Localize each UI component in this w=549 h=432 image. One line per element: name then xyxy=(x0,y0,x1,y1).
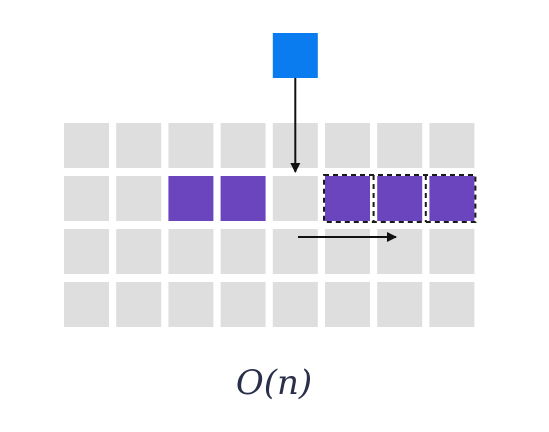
grid-cell xyxy=(116,282,162,327)
filled-cell xyxy=(168,176,214,221)
grid-cell xyxy=(272,282,318,327)
shifted-cell xyxy=(377,176,423,221)
grid-cell xyxy=(429,229,475,274)
grid-cell xyxy=(116,176,162,221)
grid-cell xyxy=(64,229,109,274)
grid-cell xyxy=(429,123,475,168)
grid-cell xyxy=(220,229,266,274)
array-grid xyxy=(64,123,477,327)
grid-cell xyxy=(64,123,109,168)
filled-cell xyxy=(220,176,266,221)
grid-cell xyxy=(116,123,162,168)
shifted-block-outline xyxy=(323,174,477,223)
grid-cell xyxy=(116,229,162,274)
grid-cell xyxy=(377,282,423,327)
grid-cell xyxy=(377,229,423,274)
grid-cell xyxy=(168,229,214,274)
shifted-cell xyxy=(429,176,475,221)
grid-cell xyxy=(220,123,266,168)
grid-cell xyxy=(325,282,370,327)
incoming-element xyxy=(272,33,318,78)
grid-cell xyxy=(272,176,318,221)
shifted-cell xyxy=(325,176,370,221)
grid-cell xyxy=(64,282,109,327)
grid-cell xyxy=(272,229,318,274)
grid-cell xyxy=(325,229,370,274)
grid-cell xyxy=(429,282,475,327)
grid-cell xyxy=(64,176,109,221)
grid-cell xyxy=(168,123,214,168)
grid-cell xyxy=(377,123,423,168)
grid-cell xyxy=(168,282,214,327)
grid-cell xyxy=(325,123,370,168)
grid-cell xyxy=(220,282,266,327)
complexity-label: O(n) xyxy=(236,363,312,403)
